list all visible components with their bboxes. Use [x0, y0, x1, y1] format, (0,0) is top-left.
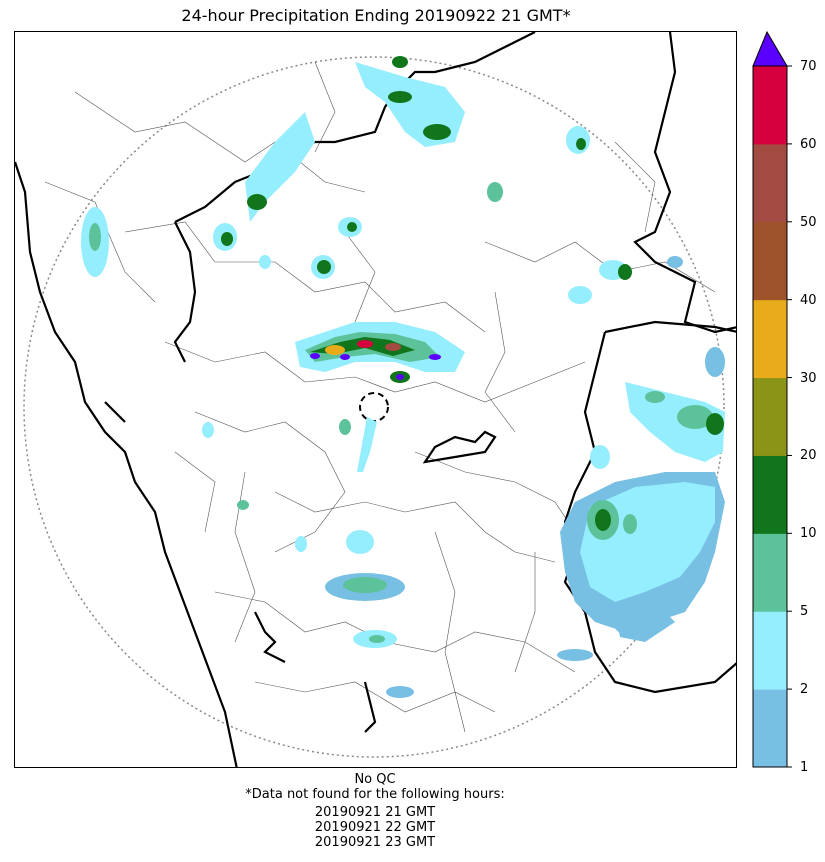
colorbar-tick-label: 60	[800, 136, 817, 152]
map-title: 24-hour Precipitation Ending 20190922 21…	[181, 6, 571, 25]
colorbar-bin-10-20	[753, 455, 787, 534]
map-canvas	[15, 32, 736, 767]
radar-range-ring	[23, 56, 725, 758]
colorbar-tick-label: 1	[800, 760, 809, 775]
missing-data-header: *Data not found for the following hours:	[245, 787, 505, 802]
colorbar-tick-label: 2	[800, 682, 809, 698]
missing-hour-1: 20190921 21 GMT	[314, 805, 436, 820]
colorbar-tick-label: 70	[800, 59, 817, 74]
colorbar-bin-20-30	[753, 377, 787, 456]
state-boundaries	[15, 32, 736, 767]
colorbar-bin-2-5	[753, 611, 787, 690]
colorbar-bin-5-10	[753, 533, 787, 612]
colorbar-tick-label: 30	[800, 370, 817, 386]
colorbar-bin-1-2	[753, 689, 787, 768]
no-qc-label: No QC	[354, 772, 396, 787]
colorbar-tick-label: 40	[800, 292, 817, 308]
colorbar-frame	[752, 65, 788, 768]
colorbar-tick-label: 50	[800, 214, 817, 230]
colorbar-tick-label: 5	[800, 604, 809, 620]
colorbar-bin-60-70	[753, 66, 787, 145]
colorbar	[752, 30, 792, 768]
colorbar-bin-50-60	[753, 143, 787, 223]
colorbar-over-triangle	[752, 30, 788, 67]
precipitation-field	[81, 56, 725, 698]
colorbar-tick-label: 20	[800, 448, 817, 464]
colorbar-bin-30-40	[753, 299, 787, 379]
radar-site-marker[interactable]	[359, 392, 389, 422]
missing-hour-2: 20190921 22 GMT	[314, 820, 436, 835]
colorbar-bin-40-50	[753, 221, 787, 301]
precipitation-map[interactable]	[14, 31, 737, 768]
missing-hour-3: 20190921 23 GMT	[314, 835, 436, 850]
colorbar-tick-label: 10	[800, 526, 817, 542]
